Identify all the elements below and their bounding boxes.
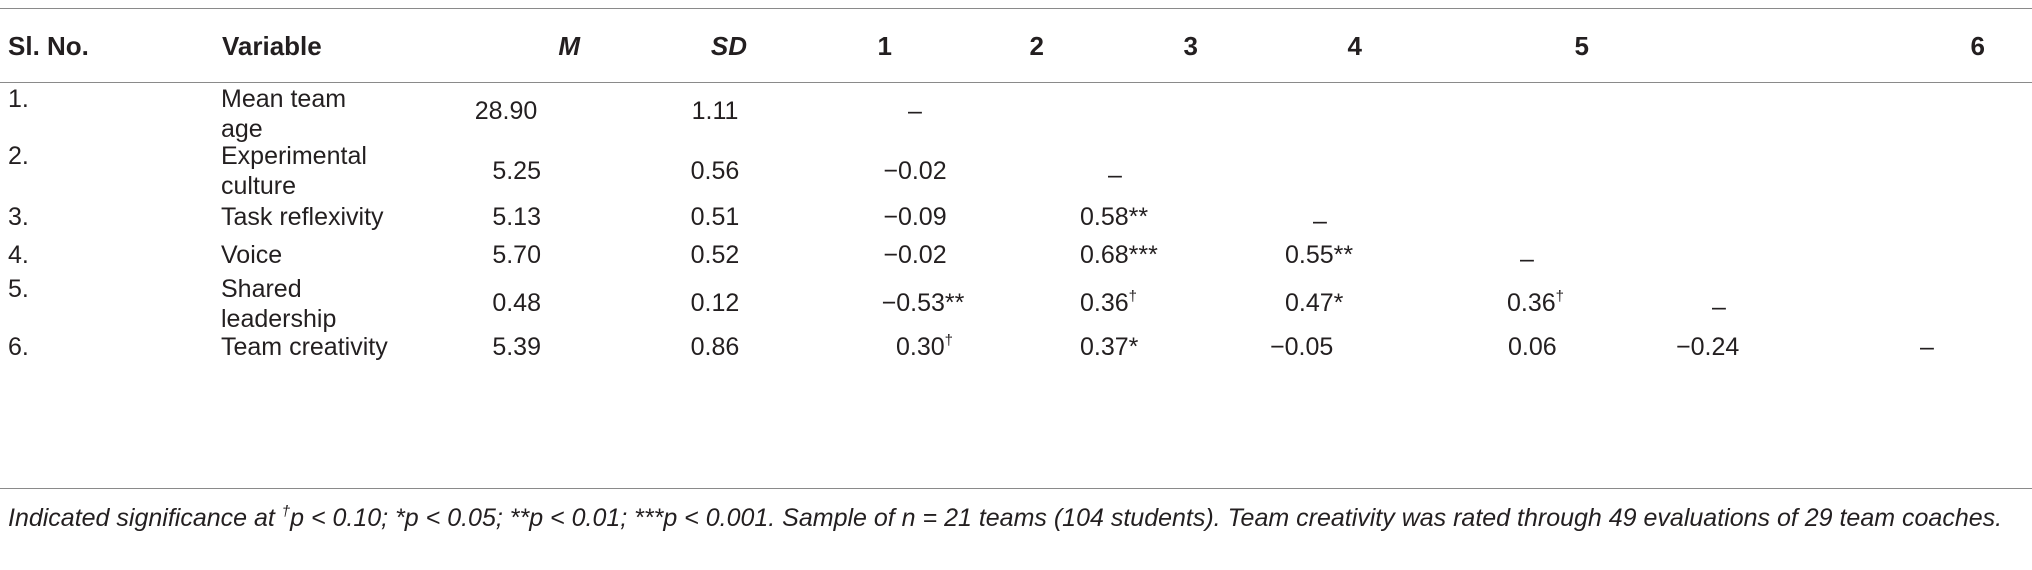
sd-value: 0.52 (690, 241, 740, 269)
sd-value: 0.86 (690, 333, 740, 361)
table-bottom-rule (0, 488, 2032, 489)
header-col-1: 1 (877, 30, 892, 61)
row-number: 1. (8, 85, 29, 113)
mean-value: 0.48 (492, 289, 541, 317)
table-header-row: Sl. No. Variable M SD 1 2 3 4 5 6 (0, 9, 2032, 82)
mean-value: 28.90 (474, 97, 538, 125)
dagger-mark: † (944, 332, 954, 349)
mean-value: 5.39 (492, 333, 541, 361)
header-mean: M (558, 30, 580, 61)
row-number: 3. (8, 203, 29, 231)
footnote-text-rest: p < 0.10; *p < 0.05; **p < 0.01; ***p < … (290, 504, 2003, 532)
variable-name-line1: Voice (221, 241, 283, 269)
descriptive-statistics-table: Sl. No. Variable M SD 1 2 3 4 5 6 (0, 9, 2032, 82)
variable-name-line1: Experimental (221, 142, 367, 170)
corr-c5: −0.24 (1676, 333, 1740, 361)
sd-value: 0.56 (690, 157, 740, 185)
header-col-5: 5 (1574, 30, 1589, 61)
sd-value: 1.11 (691, 97, 739, 125)
row-number: 5. (8, 275, 29, 303)
dagger-mark: † (281, 503, 291, 520)
variable-name-line1: Team creativity (221, 333, 388, 361)
header-variable: Variable (222, 30, 322, 61)
corr-c3: – (1313, 207, 1327, 235)
corr-c1: −0.02 (883, 241, 947, 269)
row-number: 4. (8, 241, 29, 269)
header-sl-no: Sl. No. (8, 30, 89, 61)
corr-c3: −0.05 (1270, 333, 1334, 361)
corr-c5: – (1712, 293, 1726, 321)
mean-value: 5.13 (492, 203, 541, 231)
mean-value: 5.70 (492, 241, 541, 269)
header-sd: SD (710, 30, 747, 61)
corr-c2: 0.37* (1080, 333, 1139, 361)
mean-value: 5.25 (492, 157, 541, 185)
header-col-3: 3 (1183, 30, 1198, 61)
sd-value: 0.12 (690, 289, 740, 317)
corr-c3: 0.47* (1285, 289, 1344, 317)
corr-c1: – (908, 97, 922, 125)
corr-c1: −0.09 (883, 203, 947, 231)
corr-c4: – (1520, 245, 1534, 273)
variable-name-line2: leadership (221, 305, 337, 333)
variable-name-line1: Mean team (221, 85, 347, 113)
corr-c1: −0.53** (881, 289, 965, 317)
variable-name-line2: culture (221, 172, 297, 200)
footnote-text-start: Indicated significance at (8, 504, 282, 532)
row-number: 2. (8, 142, 29, 170)
table-footnote: Indicated significance at †p < 0.10; *p … (8, 500, 2008, 537)
header-col-6: 6 (1970, 30, 1985, 61)
corr-c1: 0.30† (896, 332, 953, 362)
corr-value: 0.36 (1507, 289, 1556, 317)
variable-name-line2: age (221, 115, 263, 143)
header-col-2: 2 (1029, 30, 1044, 61)
corr-c2: – (1108, 161, 1122, 189)
corr-c3: 0.55** (1285, 241, 1354, 269)
corr-c2: 0.36† (1080, 288, 1137, 318)
corr-c4: 0.06 (1508, 333, 1557, 361)
dagger-mark: † (1128, 288, 1138, 305)
corr-c6: – (1920, 333, 1934, 361)
row-number: 6. (8, 333, 29, 361)
sd-value: 0.51 (690, 203, 740, 231)
table-header-rule (0, 82, 2032, 83)
dagger-mark: † (1555, 288, 1565, 305)
corr-value: 0.30 (896, 333, 945, 361)
corr-c2: 0.58** (1080, 203, 1149, 231)
header-col-4: 4 (1347, 30, 1362, 61)
variable-name-line1: Task reflexivity (221, 203, 384, 231)
corr-c2: 0.68*** (1080, 241, 1158, 269)
corr-c1: −0.02 (883, 157, 947, 185)
corr-value: 0.36 (1080, 289, 1129, 317)
corr-c4: 0.36† (1507, 288, 1564, 318)
variable-name-line1: Shared (221, 275, 302, 303)
table-top-rule (0, 8, 2032, 9)
